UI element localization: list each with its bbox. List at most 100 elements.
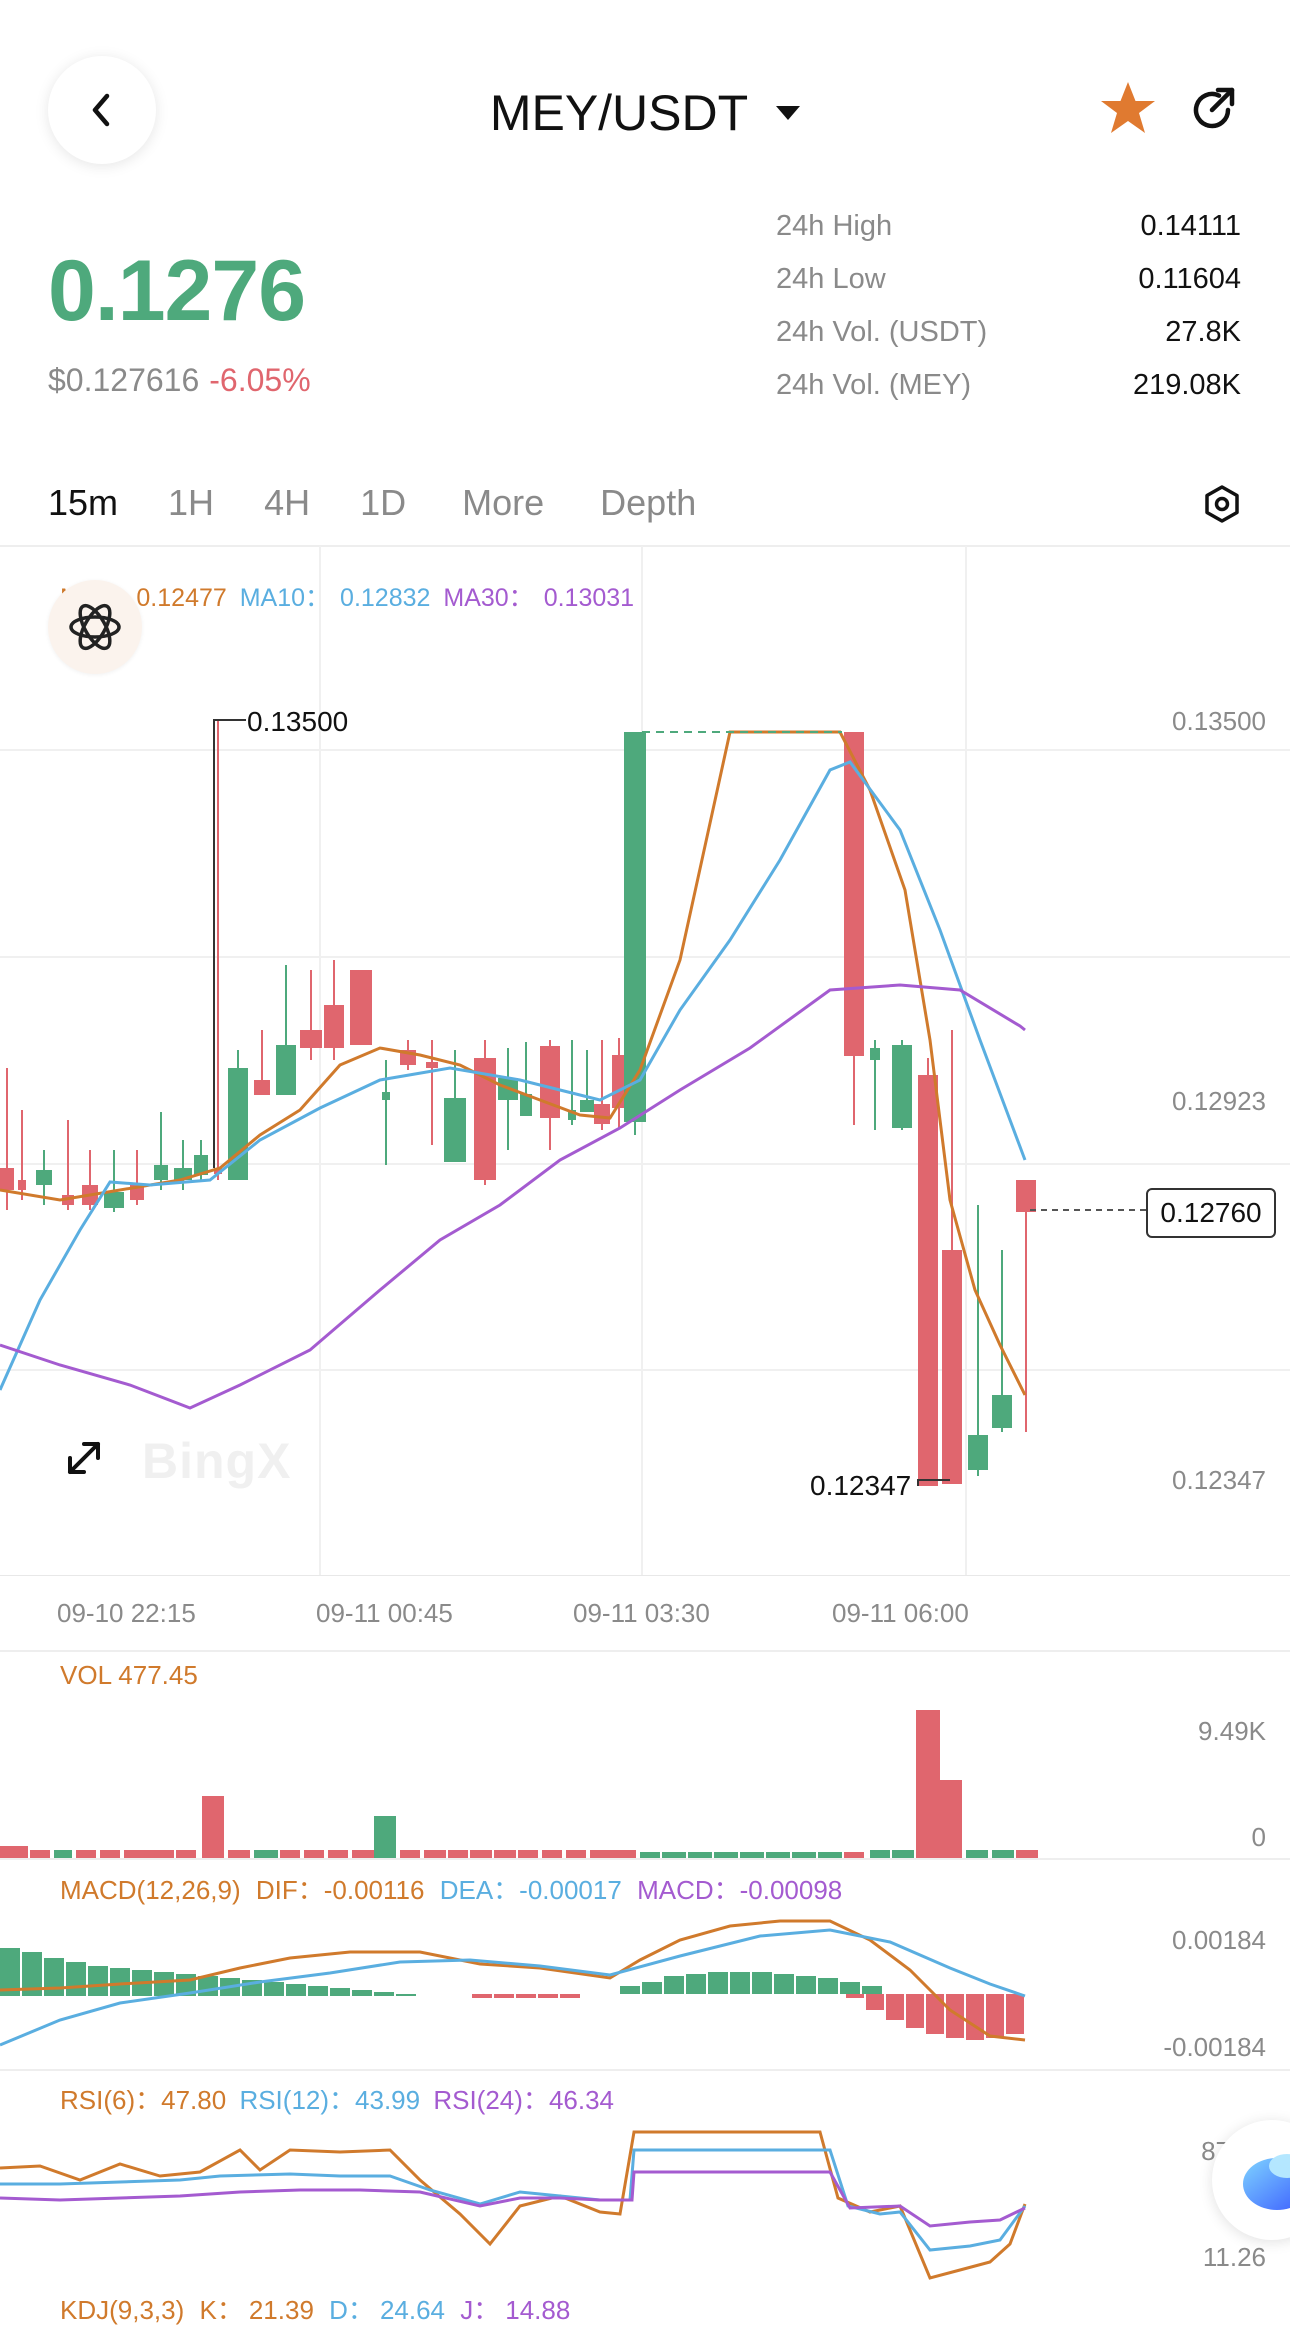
volume-bar [992,1850,1014,1858]
candle [276,965,296,1095]
rsi12-label: RSI(12)： [239,2085,356,2115]
volume-bar [614,1850,636,1858]
candle [498,1048,518,1150]
macd-bar [286,1984,306,1996]
stat-label: 24h Vol. (MEY) [776,369,972,401]
stat-24h-high: 24h High 0.14111 [776,210,1241,263]
tab-4h[interactable]: 4H [264,482,311,523]
volume-bar [76,1850,96,1858]
rsi24-value: 46.34 [548,2085,615,2115]
volume-bar [590,1850,614,1858]
candle [0,1068,14,1210]
pair-title: MEY/USDT [489,84,749,141]
candle [350,970,372,1045]
price-axis-label: 0.13500 [1172,706,1266,736]
expand-icon[interactable] [62,1436,106,1480]
volume-bar [714,1852,738,1858]
stat-label: 24h Vol. (USDT) [776,316,988,348]
tab-1h[interactable]: 1H [168,482,215,523]
candle [254,1030,270,1095]
macd-bar [966,1994,984,2040]
ma-lines [0,730,1027,1410]
candle [130,1150,144,1205]
volume-bar [640,1852,660,1858]
volume-bar [448,1850,468,1858]
macd-bar [308,1986,328,1996]
macd-bar [886,1994,904,2020]
macd-bar [66,1962,86,1996]
candle [214,720,222,1180]
star-icon[interactable] [1098,80,1158,138]
settings-hexagon-icon[interactable] [1203,484,1241,524]
volume-bar [1016,1850,1038,1858]
volume-bar [100,1850,120,1858]
tab-more[interactable]: More [462,482,545,523]
price-axis-label: 0.12923 [1172,1086,1266,1116]
macd-chart [0,1919,1290,2071]
macd-bar [642,1982,662,1994]
macd-bar [560,1994,580,1998]
d-value: 24.64 [379,2295,446,2325]
volume-bar [966,1850,988,1858]
volume-bar [352,1850,376,1858]
volume-bar [0,1846,28,1858]
tab-depth[interactable]: Depth [600,482,697,523]
rsi6-value: 47.80 [161,2085,227,2115]
macd-bar [330,1988,350,1996]
macd-bar [664,1976,684,1994]
macd-bar [730,1972,750,1994]
candle [18,1110,26,1200]
kdj-title: KDJ(9,3,3) [60,2295,185,2325]
ma5-line [0,730,1027,1396]
macd-bar [926,1994,944,2034]
candle [892,1040,912,1130]
ma30-line [0,983,1026,1410]
rsi12-value: 43.99 [355,2085,421,2115]
rsi24-line [0,2170,1026,2228]
volume-bar [254,1850,278,1858]
pair-selector[interactable]: MEY/USDT [0,80,1290,142]
interval-tabs: 15m 1H 4H 1D More Depth [48,482,746,524]
macd-bar [352,1990,372,1996]
macd-bar [946,1994,964,2038]
macd-legend: MACD(12,26,9) DIF：-0.00116 DEA：-0.00017 … [60,1870,842,1907]
atom-icon [69,603,121,651]
candle [382,1060,390,1165]
macd-bar [774,1974,794,1994]
candle [844,732,864,1125]
usd-price: $0.127616 [48,362,200,398]
assistant-logo-icon [1243,2154,1290,2210]
ai-assistant-button[interactable] [48,580,142,674]
candle [300,970,322,1060]
volume-bar [766,1852,790,1858]
volume-bar [844,1852,864,1858]
ma5-value: 0.12477 [136,584,227,612]
tab-1d[interactable]: 1D [360,482,407,523]
k-label: K： [199,2295,243,2325]
volume-bar [424,1850,446,1858]
macd-axis-label: 0.00184 [1172,1925,1266,1955]
macd-bar [862,1986,882,1994]
ma10-label: MA10： [239,584,331,612]
k-value: 21.39 [248,2295,314,2325]
candle [520,1042,532,1116]
rsi6-label: RSI(6)： [60,2085,162,2115]
macd-bar [0,1948,20,1996]
tab-15m[interactable]: 15m [48,482,119,523]
candles-group [0,720,1036,1486]
macd-bar [22,1952,42,1996]
stat-label: 24h High [776,210,893,242]
candle [870,1040,880,1130]
macd-bar [494,1994,514,1998]
volume-bar [792,1852,816,1858]
dif-label: DIF： [255,1875,324,1905]
date-label: 09-11 00:45 [316,1598,453,1628]
low-marker-label: 0.12347 [810,1470,912,1501]
candlestick-chart[interactable] [0,546,1290,1576]
stat-value: 0.11604 [1138,263,1241,295]
share-icon[interactable] [1184,82,1240,138]
back-button[interactable] [48,56,156,164]
volume-bar [892,1850,914,1858]
macd-bar [906,1994,924,2028]
stat-24h-low: 24h Low 0.11604 [776,263,1241,316]
